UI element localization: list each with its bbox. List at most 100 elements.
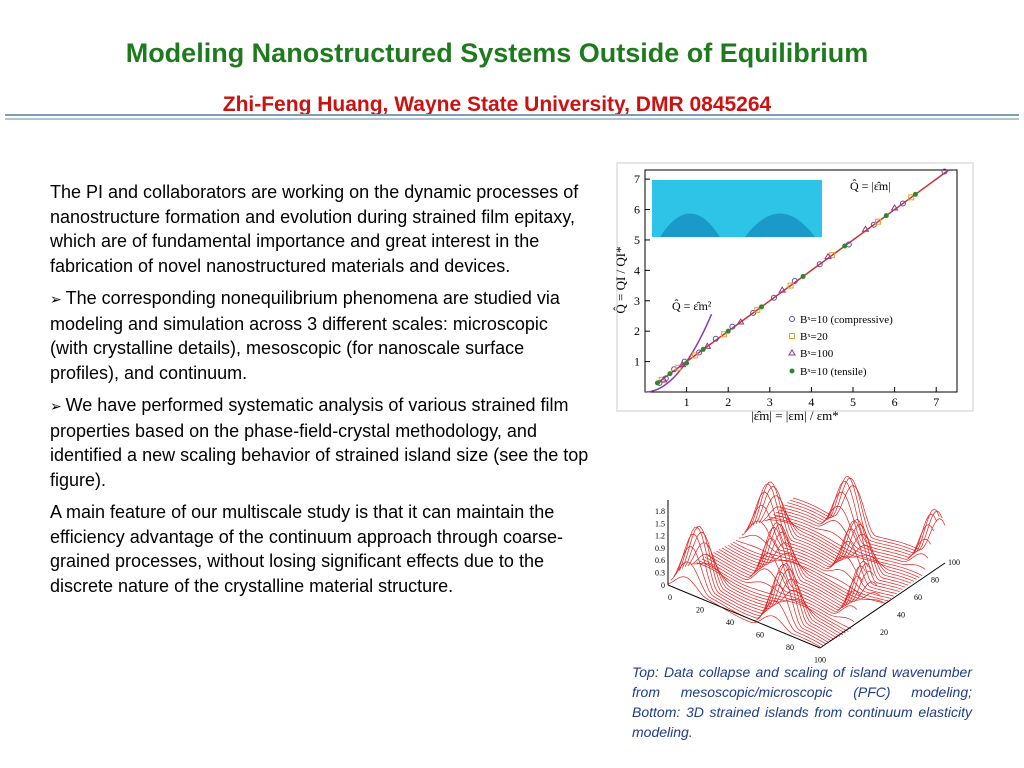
surface-line — [713, 526, 866, 609]
x-tick-label: 100 — [814, 656, 826, 665]
surface-line — [770, 516, 923, 577]
x-tick-label: 60 — [756, 631, 764, 640]
surface-line — [792, 485, 946, 550]
y-tick-label: 40 — [897, 611, 905, 620]
legend-marker — [789, 368, 795, 374]
legend-entry: Bˣ=10 (tensile) — [800, 366, 867, 378]
bullet-text: We have performed systematic analysis of… — [50, 395, 589, 490]
x-tick-label: 7 — [933, 395, 939, 409]
plot-frame — [644, 169, 958, 393]
point — [861, 225, 870, 232]
surface-line — [676, 533, 829, 643]
point — [842, 243, 848, 249]
surface-line — [696, 562, 849, 632]
z-tick-label: 0 — [661, 581, 665, 590]
point — [725, 328, 731, 334]
inset-islands — [660, 213, 815, 237]
surface-line — [775, 511, 929, 563]
caption: Top: Data collapse and scaling of island… — [632, 664, 972, 740]
point — [800, 273, 806, 279]
point — [883, 213, 889, 219]
surface-line — [673, 546, 826, 645]
x-tick-label: 0 — [668, 593, 672, 602]
surface-line — [784, 480, 937, 556]
point — [703, 342, 712, 349]
x-tick-label: 5 — [850, 395, 856, 409]
point — [791, 278, 798, 284]
point — [736, 318, 745, 325]
point — [691, 352, 698, 359]
surface-line — [707, 552, 861, 612]
x-tick-label: 40 — [726, 618, 734, 627]
surface-line — [687, 542, 841, 637]
point — [750, 309, 757, 316]
quadratic-curve — [644, 313, 713, 393]
bullet-item: ➢ We have performed systematic analysis … — [50, 395, 589, 490]
surface-line — [736, 539, 889, 602]
point — [890, 204, 899, 211]
surface-line — [721, 531, 875, 604]
point — [824, 252, 832, 260]
surface-line — [679, 526, 832, 642]
paragraph: A main feature of our multiscale study i… — [50, 502, 563, 596]
body-text: The PI and collaborators are working on … — [50, 180, 590, 606]
x-tick-label: 6 — [892, 395, 898, 409]
point — [754, 306, 761, 313]
z-tick-label: 0.3 — [655, 569, 665, 578]
x-tick-label: 3 — [767, 395, 773, 409]
surface-line — [701, 558, 855, 622]
point — [829, 252, 836, 259]
surface-line — [690, 553, 843, 636]
surface-line — [790, 477, 943, 552]
z-tick-label: 0.9 — [655, 544, 665, 553]
point — [667, 371, 673, 377]
legend-marker — [788, 349, 796, 356]
x-tick-label: 1 — [684, 395, 690, 409]
legend-marker — [789, 316, 795, 322]
annotation: Q̂ = ε̂m² — [672, 299, 712, 313]
header-rule — [5, 114, 1019, 123]
surface-line — [681, 526, 835, 640]
surface-line — [724, 542, 878, 603]
surface-line — [738, 534, 892, 599]
surface-line — [716, 521, 869, 608]
annotation: Q̂ = |ε̂m| — [850, 179, 891, 193]
point — [870, 221, 877, 228]
surface-line — [773, 514, 926, 570]
surface-line — [767, 518, 920, 579]
point — [758, 304, 764, 310]
x-tick-label: 20 — [696, 606, 704, 615]
point — [712, 335, 719, 342]
subtitle: Zhi-Feng Huang, Wayne State University, … — [222, 93, 772, 116]
surface-line — [727, 544, 880, 601]
surface-line — [693, 562, 846, 634]
point — [787, 282, 794, 289]
bullet-text: The corresponding nonequilibrium phenome… — [50, 288, 560, 383]
surface-line — [710, 537, 863, 611]
point — [941, 168, 948, 175]
y-tick-label: 100 — [948, 558, 960, 567]
legend-entry: Bˣ=100 — [800, 348, 834, 360]
point — [654, 380, 660, 386]
x-tick-label: 2 — [725, 395, 731, 409]
point — [678, 360, 687, 368]
legend-marker — [789, 333, 795, 339]
z-tick-label: 1.8 — [655, 507, 665, 516]
y-tick-label: 1 — [634, 355, 640, 369]
surface-line — [758, 495, 912, 584]
bullet-item: ➢ The corresponding nonequilibrium pheno… — [50, 288, 560, 383]
y-tick-label: 5 — [634, 233, 640, 247]
point — [912, 191, 918, 197]
x-tick-label: 80 — [786, 643, 794, 652]
y-tick-label: 60 — [914, 593, 922, 602]
paragraph: The PI and collaborators are working on … — [50, 182, 579, 276]
surface-plot: 1.8 1.5 1.2 0.9 0.6 0.3 00 20 40 60 80 100 100 80 60 40… — [655, 475, 960, 665]
surface-line — [684, 532, 838, 639]
x-tick-label: 4 — [808, 395, 814, 409]
point — [816, 261, 823, 268]
z-tick-label: 0.6 — [655, 556, 665, 565]
point — [899, 200, 906, 207]
point — [659, 375, 668, 383]
y-tick-label: 80 — [931, 576, 939, 585]
